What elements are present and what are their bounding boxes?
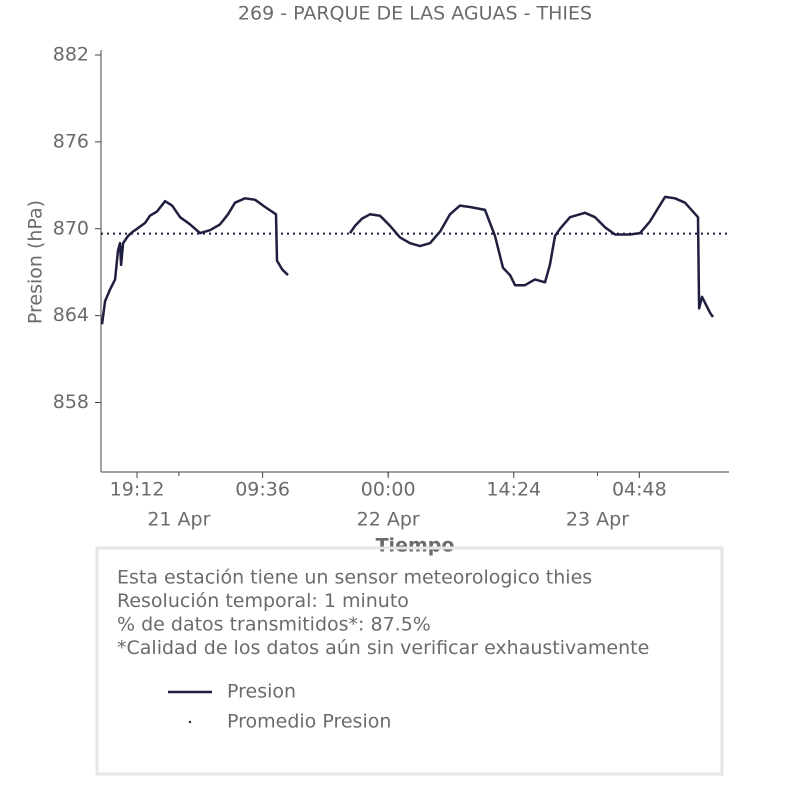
- info-line: % de datos transmitidos*: 87.5%: [117, 614, 431, 636]
- info-box: [95, 546, 724, 776]
- y-axis-label: Presion (hPa): [25, 200, 47, 324]
- data-line: [100, 195, 715, 325]
- y-tick-label: 864: [53, 304, 89, 326]
- date-tick-label: 21 Apr: [147, 509, 210, 531]
- legend-swatch: [188, 720, 192, 724]
- x-tick-label: 19:12: [110, 479, 165, 501]
- x-tick-label: 00:00: [361, 479, 416, 501]
- y-tick-label: 870: [53, 217, 89, 239]
- info-line: Esta estación tiene un sensor meteorolog…: [117, 567, 592, 589]
- info-line: *Calidad de los datos aún sin verificar …: [117, 637, 649, 659]
- x-axis-label: Tiempo: [376, 535, 455, 557]
- x-tick-label: 14:24: [486, 479, 541, 501]
- y-tick-label: 858: [53, 391, 89, 413]
- y-tick-label: 882: [53, 44, 89, 66]
- legend-label: Presion: [227, 681, 296, 703]
- date-tick-label: 23 Apr: [566, 509, 629, 531]
- y-tick-label: 876: [53, 130, 89, 152]
- x-tick-label: 04:48: [612, 479, 667, 501]
- info-line: Resolución temporal: 1 minuto: [117, 590, 409, 612]
- x-tick-label: 09:36: [235, 479, 290, 501]
- legend-label: Promedio Presion: [227, 711, 391, 733]
- chart-title: 269 - PARQUE DE LAS AGUAS - THIES: [238, 3, 592, 25]
- date-tick-label: 22 Apr: [357, 509, 420, 531]
